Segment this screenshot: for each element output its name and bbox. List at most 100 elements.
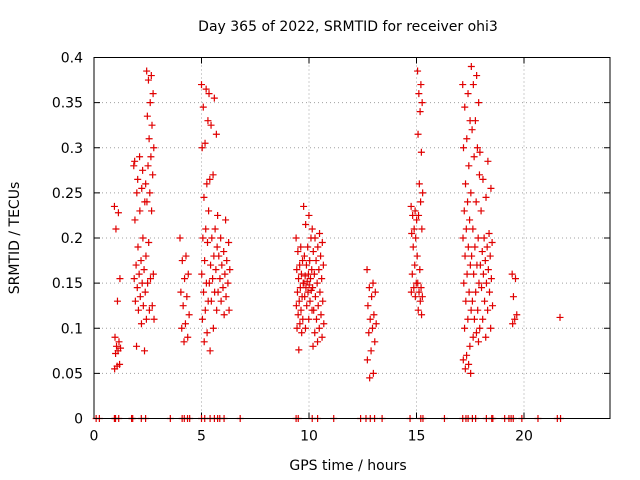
data-point <box>209 275 217 283</box>
data-point <box>207 297 215 305</box>
data-point <box>295 297 303 305</box>
data-point <box>463 270 471 278</box>
data-point <box>370 311 378 319</box>
data-point <box>366 374 374 382</box>
data-point <box>311 234 319 242</box>
data-point <box>410 225 418 233</box>
data-point <box>364 302 372 310</box>
data-point <box>464 90 472 98</box>
data-point <box>205 207 213 215</box>
y-axis-label: SRMTID / TECUs <box>7 182 23 295</box>
x-tick-label: 0 <box>90 429 99 445</box>
data-point <box>459 234 467 242</box>
data-point <box>198 144 206 152</box>
data-point <box>476 148 484 156</box>
data-point <box>315 324 323 332</box>
data-point <box>463 135 471 143</box>
data-point <box>297 270 305 278</box>
data-point <box>418 99 426 107</box>
data-point <box>371 288 379 296</box>
data-point <box>302 220 310 228</box>
data-point <box>113 342 121 350</box>
data-point <box>198 315 206 323</box>
data-point <box>149 90 157 98</box>
data-point <box>145 306 153 314</box>
data-point <box>471 117 479 125</box>
data-point <box>141 288 149 296</box>
data-point <box>415 211 423 219</box>
data-point <box>130 162 138 170</box>
data-point <box>484 266 492 274</box>
data-point <box>112 225 120 233</box>
data-point <box>459 81 467 89</box>
data-point <box>112 350 120 358</box>
data-point <box>296 320 304 328</box>
data-point <box>177 288 185 296</box>
data-point <box>139 166 147 174</box>
data-point <box>131 297 139 305</box>
data-point <box>462 180 470 188</box>
data-point <box>511 275 519 283</box>
data-point <box>310 270 318 278</box>
data-point <box>137 320 145 328</box>
data-point <box>465 288 473 296</box>
data-point <box>318 239 326 247</box>
data-point <box>222 293 230 301</box>
data-point <box>479 315 487 323</box>
data-point <box>149 270 157 278</box>
data-point <box>200 338 208 346</box>
x-tick-label: 20 <box>515 429 533 445</box>
data-point <box>464 243 472 251</box>
data-point <box>487 275 495 283</box>
data-point <box>200 193 208 201</box>
data-point <box>371 338 379 346</box>
data-point <box>315 266 323 274</box>
data-point <box>214 211 222 219</box>
data-point <box>467 369 475 377</box>
data-point <box>418 225 426 233</box>
data-point <box>226 266 234 274</box>
data-point <box>219 284 227 292</box>
data-point <box>482 279 490 287</box>
data-point <box>301 324 309 332</box>
data-point <box>461 103 469 111</box>
data-point <box>149 171 157 179</box>
data-point <box>473 72 481 80</box>
data-point <box>131 157 139 165</box>
data-point <box>221 270 229 278</box>
data-point <box>470 270 478 278</box>
data-point <box>463 351 471 359</box>
data-point <box>220 311 228 319</box>
data-point <box>418 293 426 301</box>
axis-ticks <box>93 57 610 419</box>
data-point <box>469 333 477 341</box>
data-point <box>317 311 325 319</box>
data-point <box>180 338 188 346</box>
data-point <box>318 333 326 341</box>
data-point <box>480 234 488 242</box>
data-point <box>139 234 147 242</box>
data-point <box>475 171 483 179</box>
data-point <box>489 302 497 310</box>
data-point <box>308 225 316 233</box>
data-point <box>365 329 373 337</box>
data-point <box>138 184 146 192</box>
data-point <box>309 284 317 292</box>
data-point <box>201 306 209 314</box>
data-point <box>466 342 474 350</box>
data-point <box>141 347 149 355</box>
data-point <box>462 297 470 305</box>
data-point <box>136 153 144 161</box>
data-point <box>478 248 486 256</box>
data-point <box>208 234 216 242</box>
data-point <box>223 257 231 265</box>
data-point <box>487 184 495 192</box>
data-point <box>293 266 301 274</box>
data-point <box>470 315 478 323</box>
data-point <box>204 117 212 125</box>
data-point <box>476 261 484 269</box>
grid <box>94 57 610 419</box>
data-point <box>110 202 118 210</box>
data-point <box>413 252 421 260</box>
data-point <box>134 306 142 314</box>
